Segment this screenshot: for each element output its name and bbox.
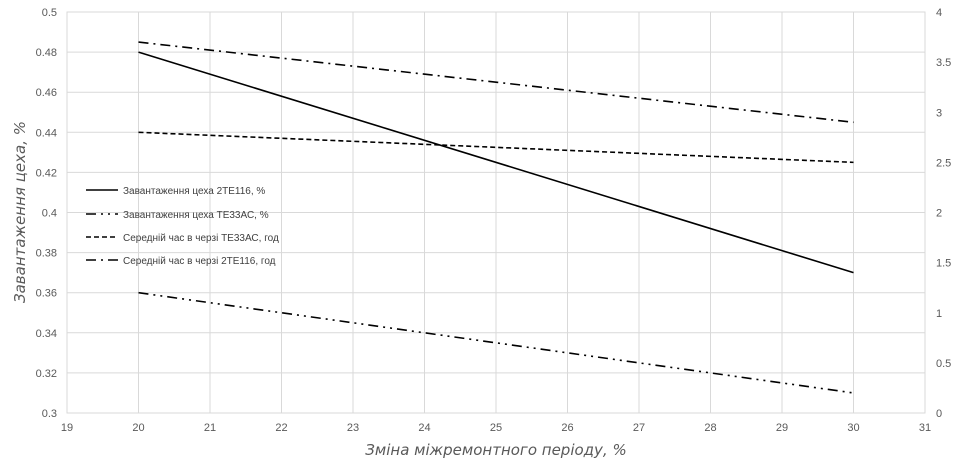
- series-line-3: [138, 131, 854, 164]
- y-left-tick-label: 0.36: [36, 288, 57, 300]
- legend: Завантаження цеха 2ТЕ116, % Завантаження …: [86, 186, 279, 267]
- x-tick-label: 20: [132, 422, 144, 434]
- x-tick-label: 28: [704, 422, 716, 434]
- x-tick-label: 21: [204, 422, 216, 434]
- y-right-axis-ticks: 0 0.5 1 1.5 2 2.5 3 3.5 4: [936, 7, 951, 420]
- y-left-tick-label: 0.44: [36, 127, 57, 139]
- series-line-4: [138, 41, 854, 124]
- y-left-axis-ticks: 0.3 0.32 0.34 0.36 0.38 0.4 0.42 0.44 0.46 0.48 0.…: [36, 7, 57, 420]
- y-right-tick-label: 3.5: [936, 57, 951, 69]
- series-lines: [138, 41, 854, 394]
- y-right-tick-label: 2: [936, 208, 942, 220]
- y-left-tick-label: 0.3: [42, 408, 57, 420]
- x-tick-label: 31: [919, 422, 931, 434]
- x-tick-label: 29: [776, 422, 788, 434]
- x-tick-label: 24: [418, 422, 430, 434]
- x-axis-title: Зміна міжремонтного періоду, %: [365, 441, 626, 459]
- legend-label: Середній час в черзі ТЕ33АС, год: [123, 233, 279, 244]
- y-right-tick-label: 1.5: [936, 258, 951, 270]
- x-tick-label: 30: [847, 422, 859, 434]
- x-tick-label: 23: [347, 422, 359, 434]
- y-left-tick-label: 0.38: [36, 248, 57, 260]
- y-left-tick-label: 0.5: [42, 7, 57, 19]
- legend-label: Завантаження цеха ТЕ33АС, %: [123, 210, 269, 221]
- y-right-tick-label: 3: [936, 107, 942, 119]
- y-left-tick-label: 0.42: [36, 167, 57, 179]
- series-line-1: [138, 51, 854, 274]
- y-left-tick-label: 0.46: [36, 87, 57, 99]
- y-axis-title: Завантаження цеха, %: [11, 121, 29, 303]
- x-tick-label: 22: [275, 422, 287, 434]
- y-right-tick-label: 0.5: [936, 358, 951, 370]
- x-tick-label: 27: [633, 422, 645, 434]
- series-line-2: [138, 291, 854, 394]
- x-tick-label: 26: [561, 422, 573, 434]
- y-right-tick-label: 4: [936, 7, 942, 19]
- legend-label: Середній час в черзі 2ТЕ116, год: [123, 256, 276, 267]
- x-axis-ticks: 19 20 21 22 23 24 25 26 27 28 29 30 31: [61, 422, 931, 434]
- y-left-tick-label: 0.4: [42, 208, 57, 220]
- y-left-tick-label: 0.32: [36, 368, 57, 380]
- legend-label: Завантаження цеха 2ТЕ116, %: [123, 186, 265, 197]
- plot-area-border: [66, 11, 926, 414]
- y-left-tick-label: 0.48: [36, 47, 57, 59]
- y-left-tick-label: 0.34: [36, 328, 57, 340]
- y-right-tick-label: 0: [936, 408, 942, 420]
- x-tick-label: 25: [490, 422, 502, 434]
- x-tick-label: 19: [61, 422, 73, 434]
- y-right-tick-label: 1: [936, 308, 942, 320]
- y-right-tick-label: 2.5: [936, 157, 951, 169]
